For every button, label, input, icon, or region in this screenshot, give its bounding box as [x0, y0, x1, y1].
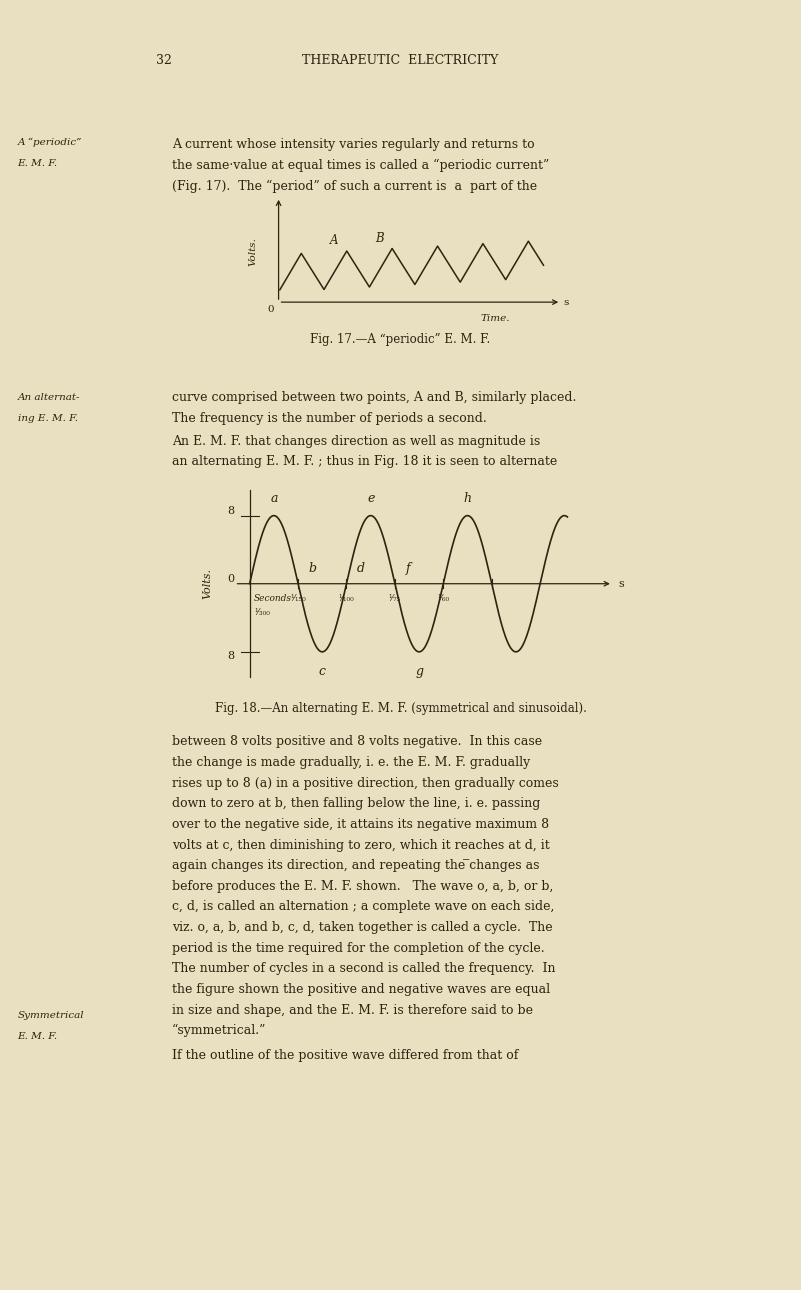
Text: 8: 8	[227, 651, 235, 660]
Text: d: d	[357, 562, 365, 575]
Text: period is the time required for the completion of the cycle.: period is the time required for the comp…	[172, 942, 545, 955]
Text: Time.: Time.	[481, 313, 510, 322]
Text: ing E. M. F.: ing E. M. F.	[18, 414, 78, 423]
Text: Fig. 17.—A “periodic” E. M. F.: Fig. 17.—A “periodic” E. M. F.	[310, 333, 491, 346]
Text: An alternat-: An alternat-	[18, 393, 80, 402]
Text: g: g	[415, 664, 423, 677]
Text: in size and shape, and the E. M. F. is therefore said to be: in size and shape, and the E. M. F. is t…	[172, 1004, 533, 1017]
Text: 8: 8	[227, 507, 235, 516]
Text: volts at c, then diminishing to zero, which it reaches at d, it: volts at c, then diminishing to zero, wh…	[172, 838, 550, 851]
Text: down to zero at b, then falling below the line, i. e. passing: down to zero at b, then falling below th…	[172, 797, 541, 810]
Text: an alternating E. M. F. ; thus in Fig. 18 it is seen to alternate: an alternating E. M. F. ; thus in Fig. 1…	[172, 455, 557, 468]
Text: 0: 0	[227, 574, 235, 584]
Text: ¹⁄₃₀₀: ¹⁄₃₀₀	[254, 608, 270, 617]
Text: 0: 0	[267, 304, 273, 313]
Text: The frequency is the number of periods a second.: The frequency is the number of periods a…	[172, 412, 487, 424]
Text: ¹⁄₁₅₀: ¹⁄₁₅₀	[290, 593, 306, 602]
Text: s: s	[564, 298, 569, 307]
Text: Seconds: Seconds	[254, 593, 292, 602]
Text: s: s	[619, 579, 625, 588]
Text: (Fig. 17).  The “period” of such a current is  a  part of the: (Fig. 17). The “period” of such a curren…	[172, 179, 537, 192]
Text: Symmetrical: Symmetrical	[18, 1011, 84, 1020]
Text: before produces the E. M. F. shown.   The wave o, a, b, or b,: before produces the E. M. F. shown. The …	[172, 880, 553, 893]
Text: h: h	[464, 491, 472, 504]
Text: Fig. 18.—An alternating E. M. F. (symmetrical and sinusoidal).: Fig. 18.—An alternating E. M. F. (symmet…	[215, 702, 586, 715]
Text: ¹⁄₁₀₀: ¹⁄₁₀₀	[339, 593, 354, 602]
Text: E. M. F.: E. M. F.	[18, 1032, 58, 1041]
Text: Volts.: Volts.	[203, 568, 212, 600]
Text: e: e	[367, 491, 374, 504]
Text: the same·value at equal times is called a “periodic current”: the same·value at equal times is called …	[172, 159, 549, 172]
Text: f: f	[405, 562, 410, 575]
Text: 32: 32	[156, 54, 172, 67]
Text: E. M. F.: E. M. F.	[18, 159, 58, 168]
Text: THERAPEUTIC  ELECTRICITY: THERAPEUTIC ELECTRICITY	[302, 54, 499, 67]
Text: B: B	[375, 232, 384, 245]
Text: between 8 volts positive and 8 volts negative.  In this case: between 8 volts positive and 8 volts neg…	[172, 735, 542, 748]
Text: A current whose intensity varies regularly and returns to: A current whose intensity varies regular…	[172, 138, 535, 151]
Text: viz. o, a, b, and b, c, d, taken together is called a cycle.  The: viz. o, a, b, and b, c, d, taken togethe…	[172, 921, 553, 934]
Text: The number of cycles in a second is called the frequency.  In: The number of cycles in a second is call…	[172, 962, 556, 975]
Text: ¹⁄₇₅: ¹⁄₇₅	[388, 593, 401, 602]
Text: the change is made gradually, i. e. the E. M. F. gradually: the change is made gradually, i. e. the …	[172, 756, 530, 769]
Text: A: A	[330, 235, 338, 248]
Text: curve comprised between two points, A and B, similarly placed.: curve comprised between two points, A an…	[172, 391, 577, 404]
Text: rises up to 8 (a) in a positive direction, then gradually comes: rises up to 8 (a) in a positive directio…	[172, 777, 559, 789]
Text: a: a	[270, 491, 278, 504]
Text: c, d, is called an alternation ; a complete wave on each side,: c, d, is called an alternation ; a compl…	[172, 900, 554, 913]
Text: Volts.: Volts.	[249, 237, 258, 266]
Text: the figure shown the positive and negative waves are equal: the figure shown the positive and negati…	[172, 983, 550, 996]
Text: again changes its direction, and repeating the ̅changes as: again changes its direction, and repeati…	[172, 859, 540, 872]
Text: ¹⁄₆₀: ¹⁄₆₀	[437, 593, 449, 602]
Text: An E. M. F. that changes direction as well as magnitude is: An E. M. F. that changes direction as we…	[172, 435, 541, 448]
Text: c: c	[319, 664, 326, 677]
Text: A “periodic”: A “periodic”	[18, 138, 82, 147]
Text: b: b	[308, 562, 316, 575]
Text: “symmetrical.”: “symmetrical.”	[172, 1024, 267, 1037]
Text: over to the negative side, it attains its negative maximum 8: over to the negative side, it attains it…	[172, 818, 549, 831]
Text: If the outline of the positive wave differed from that of: If the outline of the positive wave diff…	[172, 1049, 518, 1062]
